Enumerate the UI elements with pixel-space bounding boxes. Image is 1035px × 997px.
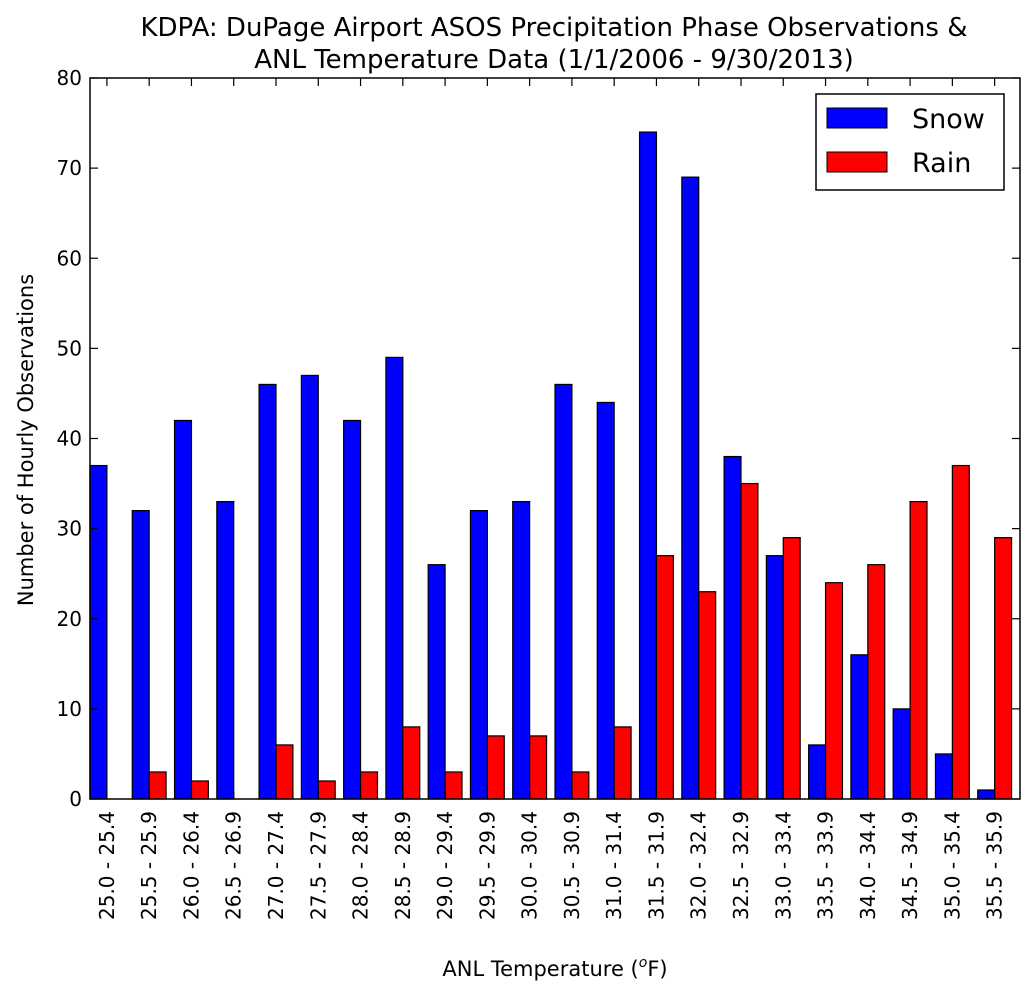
x-tick-label-8: 29.0 - 29.4 [433, 811, 457, 920]
bar-snow-6 [343, 419, 362, 800]
chart-title-line-1: KDPA: DuPage Airport ASOS Precipitation … [140, 13, 967, 43]
x-tick-label-10: 30.0 - 30.4 [518, 811, 542, 920]
bar-snow-17 [808, 744, 827, 800]
y-ticks-group: 0 10 20 30 40 50 60 70 80 [57, 66, 1020, 811]
x-tick-label-1: 25.5 - 25.9 [137, 811, 161, 920]
bar-rain-11 [571, 771, 590, 800]
x-axis-label-unit: F) [647, 957, 667, 981]
y-tick-label-50: 50 [57, 336, 82, 360]
bar-rain-18 [867, 564, 886, 800]
bar-rain-1 [148, 771, 167, 800]
bar-snow-18 [850, 654, 869, 800]
bars-group [89, 131, 1013, 800]
x-axis-label-text: ANL Temperature ( [442, 957, 638, 981]
bar-snow-4 [258, 383, 277, 800]
bar-rain-6 [359, 771, 379, 800]
bar-snow-15 [723, 455, 742, 800]
x-tick-label-15: 32.5 - 32.9 [729, 811, 753, 920]
y-tick-label-80: 80 [57, 66, 82, 90]
x-tick-label-0: 25.0 - 25.4 [95, 811, 119, 920]
plot-frame [89, 77, 1021, 800]
bar-snow-19 [892, 708, 911, 800]
x-tick-label-3: 26.5 - 26.9 [222, 811, 246, 920]
x-tick-label-20: 35.0 - 35.4 [940, 811, 964, 920]
bar-rain-21 [994, 537, 1013, 800]
x-tick-label-2: 26.0 - 26.4 [179, 811, 203, 920]
chart-title-line-2: ANL Temperature Data (1/1/2006 - 9/30/20… [254, 45, 854, 75]
x-axis-label-degree: o [639, 955, 648, 971]
legend-swatch-rain [826, 151, 888, 173]
x-tick-label-21: 35.5 - 35.9 [983, 811, 1007, 920]
bar-rain-2 [190, 780, 209, 800]
bar-rain-9 [486, 735, 505, 800]
y-tick-label-40: 40 [57, 427, 82, 451]
bar-snow-13 [638, 131, 658, 800]
bar-rain-13 [655, 555, 674, 800]
bar-rain-16 [782, 537, 801, 800]
bar-snow-8 [427, 564, 446, 800]
bar-rain-19 [909, 500, 928, 800]
bar-snow-5 [300, 374, 319, 800]
y-tick-label-70: 70 [57, 156, 82, 180]
x-tick-label-19: 34.5 - 34.9 [898, 811, 922, 920]
y-tick-label-10: 10 [57, 697, 82, 721]
legend-label-snow: Snow [912, 104, 985, 135]
bar-snow-20 [934, 753, 953, 800]
x-tick-label-11: 30.5 - 30.9 [560, 811, 584, 920]
bar-snow-16 [765, 555, 784, 800]
bar-rain-20 [951, 464, 970, 800]
y-tick-label-60: 60 [57, 246, 82, 270]
bar-snow-2 [173, 419, 193, 800]
x-axis-label: ANL Temperature (oF) [442, 955, 667, 981]
x-ticks-group: 25.0 - 25.4 25.5 - 25.9 26.0 - 26.4 26.5 - … [95, 78, 1007, 920]
bar-snow-11 [554, 383, 573, 800]
bar-snow-12 [596, 401, 615, 800]
x-tick-label-14: 32.0 - 32.4 [687, 811, 711, 920]
bar-rain-8 [444, 771, 463, 800]
bar-rain-7 [402, 726, 421, 800]
bar-rain-14 [698, 591, 717, 800]
bar-snow-3 [216, 500, 235, 800]
bar-rain-12 [613, 726, 632, 800]
y-tick-label-0: 0 [69, 787, 82, 811]
bar-rain-17 [824, 582, 844, 800]
legend-swatch-snow [826, 107, 888, 129]
x-tick-label-12: 31.0 - 31.4 [602, 811, 626, 920]
bar-rain-10 [529, 735, 548, 800]
legend-label-rain: Rain [912, 148, 971, 179]
x-tick-label-16: 33.0 - 33.4 [771, 811, 795, 920]
bar-rain-4 [275, 744, 294, 800]
bar-rain-15 [740, 482, 759, 800]
y-tick-label-30: 30 [57, 517, 82, 541]
bar-snow-21 [977, 789, 996, 800]
bar-snow-1 [131, 510, 150, 800]
bar-snow-14 [681, 176, 700, 800]
bar-snow-9 [469, 510, 488, 800]
x-tick-label-4: 27.0 - 27.4 [264, 811, 288, 920]
legend: Snow Rain [815, 93, 1005, 191]
bar-snow-0 [89, 464, 108, 800]
y-axis-label: Number of Hourly Observations [14, 274, 38, 606]
x-tick-label-18: 34.0 - 34.4 [856, 811, 880, 920]
x-tick-label-13: 31.5 - 31.9 [644, 811, 668, 920]
x-tick-label-9: 29.5 - 29.9 [475, 811, 499, 920]
x-tick-label-17: 33.5 - 33.9 [814, 811, 838, 920]
x-tick-label-5: 27.5 - 27.9 [306, 811, 330, 920]
x-tick-label-7: 28.5 - 28.9 [391, 811, 415, 920]
x-tick-label-6: 28.0 - 28.4 [349, 811, 373, 920]
y-tick-label-20: 20 [57, 607, 82, 631]
bar-snow-7 [385, 356, 404, 800]
bar-rain-5 [317, 780, 336, 800]
bar-snow-10 [512, 500, 531, 800]
